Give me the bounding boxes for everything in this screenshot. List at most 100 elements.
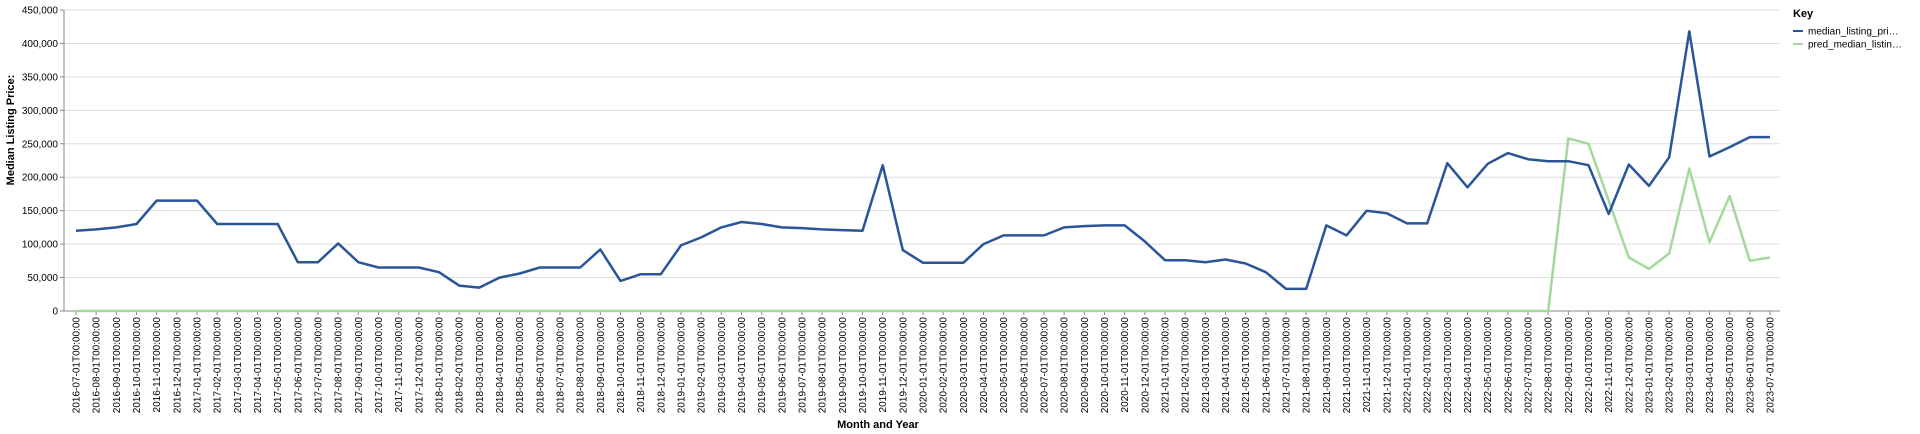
x-tick-label: 2021-07-01T00:00:00 <box>1282 317 1293 414</box>
x-tick-label: 2019-01-01T00:00:00 <box>677 317 688 414</box>
x-tick-label: 2018-08-01T00:00:00 <box>576 317 587 414</box>
x-tick-label: 2022-08-01T00:00:00 <box>1544 317 1555 414</box>
legend-label: pred_median_listin… <box>1808 40 1902 51</box>
x-tick-label: 2017-11-01T00:00:00 <box>394 317 405 413</box>
y-tick-label: 350,000 <box>22 72 59 83</box>
x-tick-label: 2020-08-01T00:00:00 <box>1060 317 1071 414</box>
x-tick-label: 2016-07-01T00:00:00 <box>72 317 83 414</box>
x-tick-label: 2018-01-01T00:00:00 <box>435 317 446 414</box>
x-tick-label: 2020-11-01T00:00:00 <box>1120 317 1131 413</box>
x-tick-label: 2018-09-01T00:00:00 <box>596 317 607 414</box>
x-tick-label: 2016-08-01T00:00:00 <box>92 317 103 414</box>
x-tick-label: 2020-07-01T00:00:00 <box>1040 317 1051 414</box>
x-tick-label: 2016-11-01T00:00:00 <box>152 317 163 413</box>
x-tick-label: 2017-03-01T00:00:00 <box>233 317 244 414</box>
x-tick-label: 2020-03-01T00:00:00 <box>959 317 970 414</box>
x-tick-label: 2019-06-01T00:00:00 <box>777 317 788 414</box>
y-tick-label: 200,000 <box>22 173 59 184</box>
legend-label: median_listing_pri… <box>1808 27 1899 38</box>
y-tick-label: 450,000 <box>22 6 59 17</box>
x-tick-label: 2016-12-01T00:00:00 <box>172 317 183 414</box>
x-tick-label: 2021-04-01T00:00:00 <box>1221 317 1232 414</box>
x-tick-label: 2020-02-01T00:00:00 <box>939 317 950 414</box>
x-tick-label: 2022-10-01T00:00:00 <box>1584 317 1595 414</box>
x-tick-label: 2022-04-01T00:00:00 <box>1463 317 1474 414</box>
x-tick-label: 2023-03-01T00:00:00 <box>1685 317 1696 414</box>
legend-title: Key <box>1793 8 1814 20</box>
x-tick-label: 2021-12-01T00:00:00 <box>1382 317 1393 414</box>
x-tick-label: 2020-10-01T00:00:00 <box>1100 317 1111 414</box>
x-tick-label: 2021-08-01T00:00:00 <box>1302 317 1313 414</box>
x-tick-label: 2016-10-01T00:00:00 <box>132 317 143 414</box>
x-tick-label: 2021-01-01T00:00:00 <box>1161 317 1172 414</box>
x-tick-label: 2018-02-01T00:00:00 <box>455 317 466 414</box>
x-tick-label: 2018-10-01T00:00:00 <box>616 317 627 414</box>
x-tick-label: 2022-12-01T00:00:00 <box>1624 317 1635 414</box>
x-tick-label: 2022-05-01T00:00:00 <box>1483 317 1494 414</box>
x-tick-label: 2020-09-01T00:00:00 <box>1080 317 1091 414</box>
x-tick-label: 2022-03-01T00:00:00 <box>1443 317 1454 414</box>
x-tick-label: 2021-02-01T00:00:00 <box>1181 317 1192 414</box>
x-tick-label: 2018-11-01T00:00:00 <box>636 317 647 413</box>
x-tick-label: 2019-09-01T00:00:00 <box>838 317 849 414</box>
x-tick-label: 2017-04-01T00:00:00 <box>253 317 264 414</box>
x-tick-label: 2019-04-01T00:00:00 <box>737 317 748 414</box>
x-tick-label: 2019-02-01T00:00:00 <box>697 317 708 414</box>
x-tick-label: 2020-01-01T00:00:00 <box>919 317 930 414</box>
x-tick-label: 2021-03-01T00:00:00 <box>1201 317 1212 414</box>
x-tick-label: 2021-05-01T00:00:00 <box>1241 317 1252 414</box>
x-tick-label: 2023-04-01T00:00:00 <box>1705 317 1716 414</box>
x-tick-label: 2019-07-01T00:00:00 <box>798 317 809 414</box>
x-tick-label: 2019-12-01T00:00:00 <box>898 317 909 414</box>
x-tick-label: 2022-02-01T00:00:00 <box>1423 317 1434 414</box>
x-tick-label: 2023-07-01T00:00:00 <box>1766 317 1777 414</box>
x-tick-label: 2016-09-01T00:00:00 <box>112 317 123 414</box>
x-tick-label: 2020-12-01T00:00:00 <box>1140 317 1151 414</box>
x-tick-label: 2019-08-01T00:00:00 <box>818 317 829 414</box>
y-axis-title: Median Listing Price: <box>5 75 17 186</box>
x-tick-label: 2017-10-01T00:00:00 <box>374 317 385 414</box>
x-tick-label: 2017-12-01T00:00:00 <box>414 317 425 414</box>
y-tick-label: 100,000 <box>22 240 59 251</box>
x-tick-label: 2019-11-01T00:00:00 <box>878 317 889 413</box>
line-series <box>75 30 1770 291</box>
line-series <box>76 137 1771 313</box>
x-tick-label: 2020-05-01T00:00:00 <box>999 317 1010 414</box>
y-tick-label: 400,000 <box>22 39 59 50</box>
x-tick-label: 2017-08-01T00:00:00 <box>334 317 345 414</box>
x-tick-label: 2021-11-01T00:00:00 <box>1362 317 1373 413</box>
x-tick-label: 2023-01-01T00:00:00 <box>1645 317 1656 414</box>
x-tick-label: 2022-09-01T00:00:00 <box>1564 317 1575 414</box>
x-tick-label: 2022-06-01T00:00:00 <box>1503 317 1514 414</box>
x-tick-label: 2020-06-01T00:00:00 <box>1019 317 1030 414</box>
x-tick-label: 2017-05-01T00:00:00 <box>273 317 284 414</box>
x-tick-label: 2022-01-01T00:00:00 <box>1403 317 1414 414</box>
x-tick-label: 2023-05-01T00:00:00 <box>1725 317 1736 414</box>
x-tick-label: 2018-12-01T00:00:00 <box>656 317 667 414</box>
x-tick-label: 2023-02-01T00:00:00 <box>1665 317 1676 414</box>
x-tick-label: 2018-06-01T00:00:00 <box>535 317 546 414</box>
x-tick-label: 2017-01-01T00:00:00 <box>193 317 204 414</box>
x-tick-label: 2019-10-01T00:00:00 <box>858 317 869 414</box>
x-tick-label: 2017-02-01T00:00:00 <box>213 317 224 414</box>
x-tick-label: 2019-03-01T00:00:00 <box>717 317 728 414</box>
y-tick-label: 150,000 <box>22 206 59 217</box>
x-tick-label: 2022-11-01T00:00:00 <box>1604 317 1615 413</box>
y-tick-label: 300,000 <box>22 106 59 117</box>
x-tick-label: 2017-06-01T00:00:00 <box>293 317 304 414</box>
x-tick-label: 2021-06-01T00:00:00 <box>1261 317 1272 414</box>
x-tick-label: 2017-07-01T00:00:00 <box>314 317 325 414</box>
x-tick-label: 2017-09-01T00:00:00 <box>354 317 365 414</box>
y-tick-label: 0 <box>52 307 58 318</box>
x-tick-label: 2021-09-01T00:00:00 <box>1322 317 1333 414</box>
x-tick-label: 2019-05-01T00:00:00 <box>757 317 768 414</box>
x-tick-label: 2022-07-01T00:00:00 <box>1524 317 1535 414</box>
x-axis-title: Month and Year <box>837 419 919 431</box>
x-tick-label: 2021-10-01T00:00:00 <box>1342 317 1353 414</box>
x-tick-label: 2018-03-01T00:00:00 <box>475 317 486 414</box>
x-tick-label: 2023-06-01T00:00:00 <box>1745 317 1756 414</box>
x-tick-label: 2018-05-01T00:00:00 <box>515 317 526 414</box>
x-tick-label: 2018-07-01T00:00:00 <box>556 317 567 414</box>
x-tick-label: 2018-04-01T00:00:00 <box>495 317 506 414</box>
